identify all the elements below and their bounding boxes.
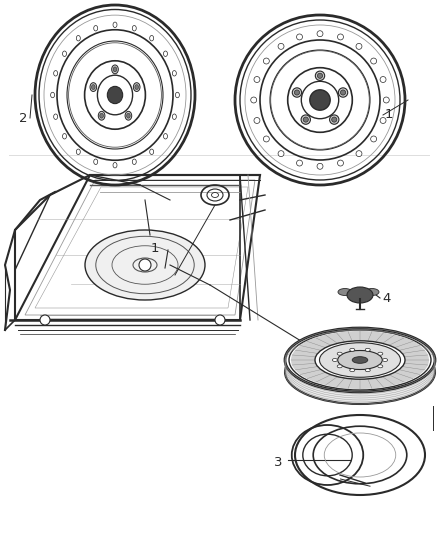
Ellipse shape: [132, 159, 136, 165]
Ellipse shape: [132, 26, 136, 31]
Ellipse shape: [107, 86, 123, 103]
Ellipse shape: [378, 365, 383, 368]
Circle shape: [278, 151, 284, 157]
Ellipse shape: [127, 114, 130, 118]
Ellipse shape: [112, 65, 118, 74]
Circle shape: [251, 97, 257, 103]
Ellipse shape: [285, 328, 435, 392]
Ellipse shape: [173, 70, 177, 76]
Ellipse shape: [365, 288, 379, 295]
Text: 3: 3: [273, 456, 282, 469]
Circle shape: [371, 58, 377, 64]
Ellipse shape: [315, 341, 405, 379]
Ellipse shape: [92, 85, 95, 90]
Ellipse shape: [150, 149, 154, 155]
Circle shape: [297, 34, 303, 40]
Circle shape: [380, 77, 386, 83]
Text: 4: 4: [382, 292, 390, 304]
Ellipse shape: [365, 348, 370, 351]
Ellipse shape: [100, 114, 103, 118]
Circle shape: [339, 88, 348, 97]
Ellipse shape: [175, 92, 180, 98]
Circle shape: [310, 90, 330, 110]
Ellipse shape: [319, 343, 400, 377]
Ellipse shape: [352, 357, 368, 364]
Ellipse shape: [347, 287, 373, 303]
Ellipse shape: [173, 114, 177, 119]
Circle shape: [294, 90, 300, 95]
Circle shape: [263, 136, 269, 142]
Ellipse shape: [383, 359, 388, 361]
Circle shape: [215, 315, 225, 325]
Ellipse shape: [365, 369, 370, 372]
Circle shape: [338, 34, 343, 40]
Ellipse shape: [163, 51, 167, 56]
Ellipse shape: [163, 134, 167, 139]
Circle shape: [380, 117, 386, 124]
Circle shape: [40, 315, 50, 325]
Circle shape: [338, 160, 343, 166]
Circle shape: [254, 77, 260, 83]
Ellipse shape: [135, 85, 138, 90]
Ellipse shape: [350, 348, 355, 351]
Circle shape: [301, 115, 311, 124]
Circle shape: [297, 160, 303, 166]
Ellipse shape: [76, 36, 80, 41]
Ellipse shape: [338, 288, 352, 295]
Circle shape: [383, 97, 389, 103]
Circle shape: [139, 259, 151, 271]
Circle shape: [315, 71, 325, 80]
Circle shape: [371, 136, 377, 142]
Ellipse shape: [76, 149, 80, 155]
Circle shape: [356, 151, 362, 157]
Ellipse shape: [94, 159, 98, 165]
Circle shape: [329, 115, 339, 124]
Circle shape: [356, 43, 362, 50]
Circle shape: [254, 117, 260, 124]
Ellipse shape: [378, 352, 383, 355]
Circle shape: [292, 88, 302, 97]
Circle shape: [318, 73, 322, 78]
Ellipse shape: [150, 36, 154, 41]
Ellipse shape: [337, 352, 342, 355]
Ellipse shape: [94, 26, 98, 31]
Ellipse shape: [332, 359, 337, 361]
Text: 1: 1: [385, 109, 393, 122]
Ellipse shape: [113, 67, 117, 72]
Text: 1: 1: [151, 241, 159, 254]
Circle shape: [332, 117, 337, 122]
Ellipse shape: [337, 365, 342, 368]
Ellipse shape: [125, 111, 132, 120]
Circle shape: [278, 43, 284, 50]
Polygon shape: [291, 331, 429, 389]
Ellipse shape: [113, 22, 117, 28]
Ellipse shape: [54, 114, 58, 119]
Ellipse shape: [113, 163, 117, 168]
Ellipse shape: [85, 230, 205, 300]
Ellipse shape: [63, 134, 67, 139]
Ellipse shape: [90, 83, 97, 92]
Ellipse shape: [133, 83, 140, 92]
Ellipse shape: [51, 92, 55, 98]
Ellipse shape: [338, 351, 382, 369]
Circle shape: [317, 31, 323, 37]
Circle shape: [303, 117, 308, 122]
Circle shape: [263, 58, 269, 64]
Ellipse shape: [98, 111, 105, 120]
Ellipse shape: [350, 369, 355, 372]
Text: 2: 2: [18, 111, 27, 125]
Circle shape: [340, 90, 346, 95]
Ellipse shape: [63, 51, 67, 56]
Circle shape: [317, 163, 323, 169]
Ellipse shape: [54, 70, 58, 76]
Ellipse shape: [285, 340, 435, 404]
